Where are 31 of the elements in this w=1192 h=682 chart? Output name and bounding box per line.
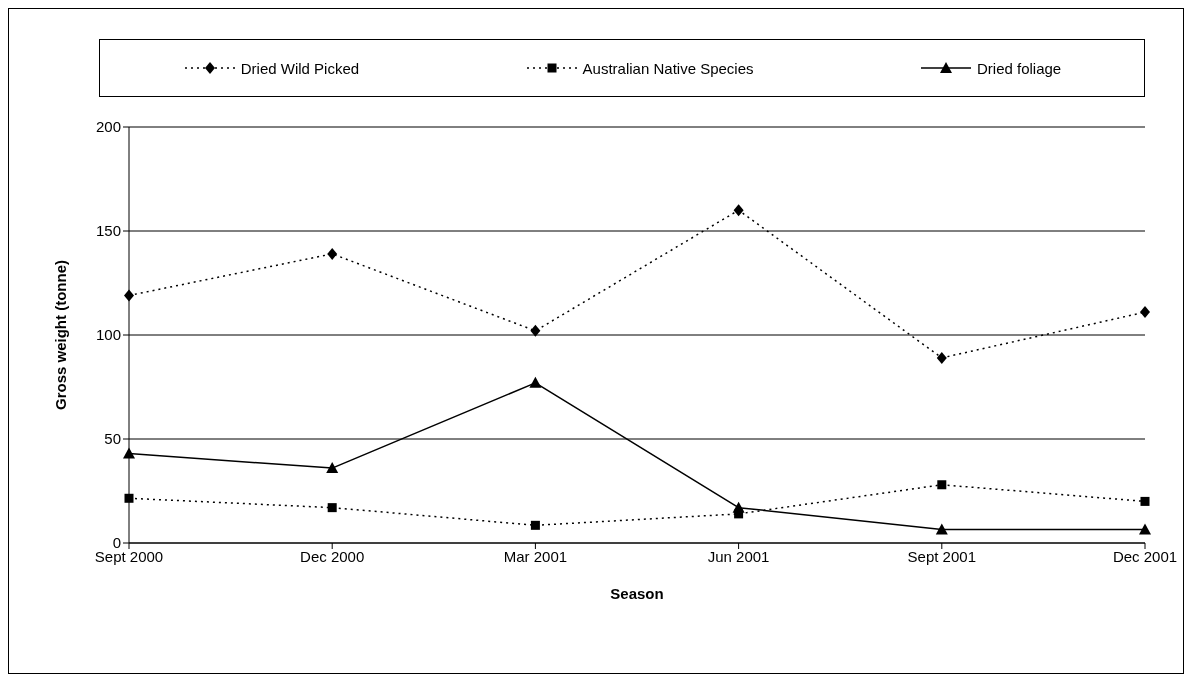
x-tick-label: Dec 2001	[1112, 547, 1178, 565]
point	[123, 447, 135, 459]
point	[124, 289, 134, 302]
point	[327, 503, 337, 513]
point	[732, 501, 745, 513]
point	[530, 324, 541, 337]
point	[936, 351, 947, 364]
y-tick-label: 50	[104, 430, 121, 448]
point	[326, 462, 339, 474]
y-tick-label: 100	[95, 326, 121, 344]
x-tick-label: Sept 2001	[907, 547, 976, 565]
point	[733, 204, 744, 217]
x-tick-label: Dec 2000	[300, 547, 365, 565]
point	[1140, 496, 1150, 506]
point	[327, 247, 338, 260]
point	[530, 520, 540, 530]
point	[937, 480, 947, 490]
point	[1140, 306, 1150, 319]
point	[935, 523, 948, 535]
legend-label: Dried Wild Picked	[240, 59, 360, 77]
y-axis-title: Gross weight (tonne)	[52, 260, 70, 410]
legend-label: Dried foliage	[977, 59, 1062, 77]
x-tick-label: Mar 2001	[503, 547, 568, 565]
point	[529, 376, 542, 388]
x-tick-label: Jun 2001	[707, 547, 770, 565]
point	[124, 493, 134, 503]
y-tick-label: 200	[95, 118, 121, 136]
y-tick-label: 150	[95, 222, 121, 240]
legend-label: Australian Native Species	[582, 59, 754, 77]
point	[1139, 523, 1151, 535]
x-axis-title: Season	[610, 585, 664, 602]
